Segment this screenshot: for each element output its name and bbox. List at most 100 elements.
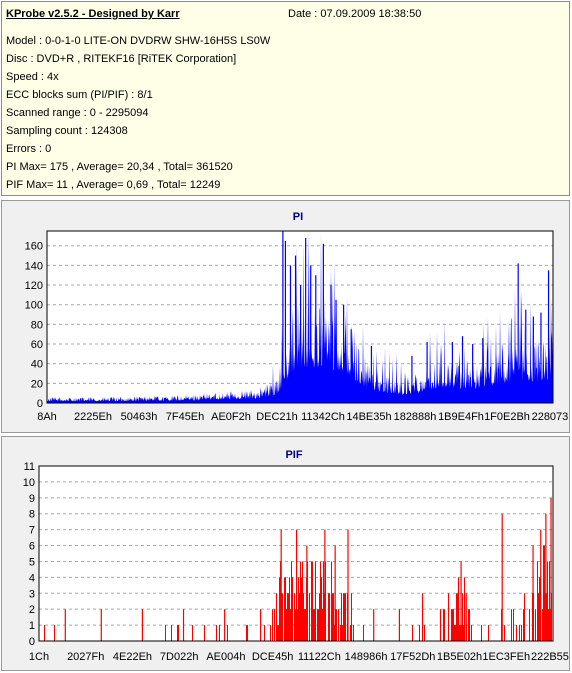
pif-bar (204, 625, 205, 641)
pif-bar (524, 593, 525, 641)
pif-bar (219, 625, 220, 641)
pif-spike (260, 609, 262, 641)
pif-bar (247, 625, 248, 641)
pi-y-tick-label: 40 (31, 359, 43, 371)
pif-bar (285, 577, 286, 641)
pi-spike (282, 231, 284, 403)
pif-bar (481, 625, 482, 641)
pif-bar (333, 593, 334, 641)
pif-bar (338, 609, 339, 641)
pif-bar (523, 609, 524, 641)
pif-bar (351, 593, 352, 641)
pi-x-tick-label: 1F0E2Bh (484, 411, 530, 423)
pif-bar (342, 625, 343, 641)
pif-bar (543, 545, 544, 641)
pif-spike (439, 609, 442, 641)
pif-chart-panel: PIF 0 1 2 3 4 5 6 7 8 9 10 11 1Ch 2027Fh 4E22Eh 7D022h AE… (1, 436, 572, 671)
pif-bar (544, 545, 545, 641)
pif-bar (451, 609, 452, 641)
pif-spike (224, 609, 226, 641)
pif-spike (545, 513, 547, 641)
pif-spike (465, 593, 467, 641)
pif-bar (535, 609, 536, 641)
pif-y-tick-label: 3 (29, 588, 35, 600)
pi-x-tick-label: 228073h (532, 411, 569, 423)
pif-bar (322, 609, 323, 641)
pi-x-tick-label: 8Ah (37, 411, 57, 423)
pi-y-tick-label: 160 (25, 241, 43, 253)
pif-bar (320, 561, 321, 641)
pif-bar (294, 593, 295, 641)
pif-y-tick-label: 0 (29, 636, 35, 648)
info-scanned-range: Scanned range : 0 - 2295094 (6, 107, 149, 119)
pif-bar (539, 577, 540, 641)
pif-bar (513, 609, 514, 641)
pif-bar (325, 561, 326, 641)
pif-bar (311, 561, 312, 641)
pif-bar (328, 593, 329, 641)
pif-bar (297, 609, 298, 641)
pif-bar (291, 561, 292, 641)
pif-bar (304, 609, 305, 641)
pif-bar (457, 593, 458, 641)
pif-bar (319, 593, 320, 641)
pif-bar (278, 625, 279, 641)
pif-bar (295, 609, 296, 641)
pi-spike (289, 265, 292, 403)
pif-bar (301, 577, 302, 641)
pif-y-tick-label: 9 (29, 493, 35, 505)
pif-bar (455, 625, 456, 641)
pi-x-tick-label: 7F45Eh (166, 411, 205, 423)
pif-bar (463, 625, 464, 641)
pif-bar (424, 625, 425, 641)
pif-bar (300, 561, 301, 641)
pi-data-series (47, 231, 553, 403)
scan-date: Date : 07.09.2009 18:38:50 (288, 8, 422, 20)
pi-chart: PI 0 20 40 60 80 100 120 140 160 8Ah 2225Eh 50463h 7F… (25, 211, 572, 423)
pif-x-tick-label: 7D022h (160, 651, 199, 663)
pif-bar (456, 593, 457, 641)
pif-bar (279, 577, 280, 641)
pif-bar (345, 593, 346, 641)
pi-spike (547, 270, 550, 403)
pif-spike (398, 609, 400, 641)
pif-bar (529, 609, 530, 641)
pif-bar (521, 625, 522, 641)
pif-bar (548, 609, 549, 641)
pif-bar (318, 609, 319, 641)
pif-bar (54, 625, 55, 641)
pif-spike (334, 545, 336, 641)
pi-spike (532, 316, 534, 403)
pif-bar (471, 625, 472, 641)
pi-spike (426, 342, 428, 403)
pif-bar (452, 609, 453, 641)
pif-spike (347, 529, 349, 641)
pi-chart-panel: PI 0 20 40 60 80 100 120 140 160 8Ah 2225Eh 50463h 7F… (1, 200, 572, 433)
pif-bar (459, 625, 460, 641)
pif-spike (182, 609, 185, 641)
pi-spike (472, 344, 474, 403)
pif-bar (412, 625, 413, 641)
pif-spike (532, 545, 534, 641)
pif-y-tick-label: 2 (29, 604, 35, 616)
pif-bar (284, 577, 285, 641)
pi-x-tick-label: 182888h (394, 411, 437, 423)
pif-bar (276, 593, 277, 641)
pif-y-tick-label: 5 (29, 556, 35, 568)
app-title: KProbe v2.5.2 - Designed by Karr (6, 8, 180, 20)
info-speed: Speed : 4x (6, 71, 59, 83)
pif-bar (332, 593, 333, 641)
pif-bar (178, 625, 179, 641)
pif-bar (305, 609, 306, 641)
info-ecc-blocks: ECC blocks sum (PI/PIF) : 8/1 (6, 89, 153, 101)
pif-bar (216, 625, 217, 641)
pif-bar (321, 577, 322, 641)
pi-y-tick-label: 20 (31, 378, 43, 390)
pif-spike (296, 529, 298, 641)
info-model: Model : 0-0-1-0 LITE-ON DVDRW SHW-16H5S … (6, 35, 271, 47)
pi-spike (461, 336, 464, 403)
pif-bar (444, 609, 445, 641)
pif-bar (323, 561, 324, 641)
pi-spike (411, 355, 413, 403)
pi-x-tick-label: 1B9E4Fh (438, 411, 484, 423)
